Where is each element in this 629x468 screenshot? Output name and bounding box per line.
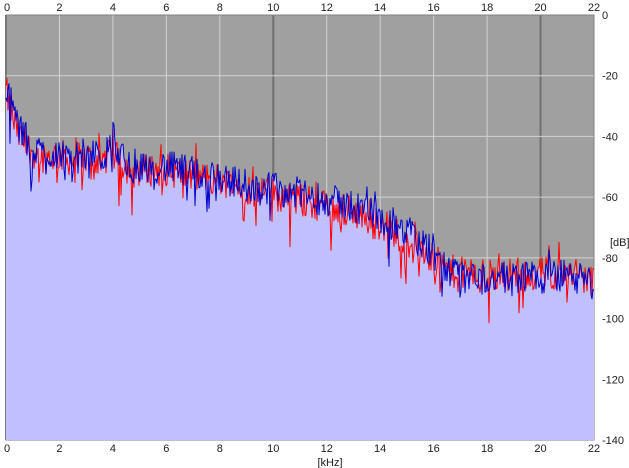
x-tick-label-bottom: 4 (110, 443, 116, 455)
x-tick-label-bottom: 14 (374, 443, 386, 455)
x-tick-label-top: 18 (481, 2, 493, 14)
x-tick-label-top: 2 (56, 2, 62, 14)
x-tick-label-top: 14 (374, 2, 386, 14)
y-tick-label: -40 (602, 131, 618, 143)
x-tick-label-bottom: 12 (321, 443, 333, 455)
y-tick-label: -20 (602, 71, 618, 83)
y-tick-label: -120 (602, 374, 624, 386)
x-tick-label-bottom: 20 (534, 443, 546, 455)
x-tick-label-top: 4 (110, 2, 116, 14)
x-tick-label-top: 20 (534, 2, 546, 14)
x-tick-label-bottom: 2 (56, 443, 62, 455)
x-tick-label-top: 22 (588, 2, 600, 14)
x-tick-label-top: 16 (428, 2, 440, 14)
x-tick-label-bottom: 16 (428, 443, 440, 455)
x-tick-label-bottom: 6 (163, 443, 169, 455)
x-axis-title: [kHz] (317, 457, 342, 468)
series-lines (5, 77, 595, 324)
y-axis-title: [dB] (610, 237, 629, 249)
x-tick-label-top: 6 (163, 2, 169, 14)
y-tick-label: -60 (602, 192, 618, 204)
y-tick-labels: 0 -20 -40 -60 -80 -100 -120 -140 (602, 10, 624, 447)
y-tick-label: 0 (602, 10, 608, 22)
x-tick-label-bottom: 18 (481, 443, 493, 455)
x-tick-label-top: 0 (4, 2, 10, 14)
x-tick-label-top: 12 (321, 2, 333, 14)
x-tick-label-bottom: 8 (217, 443, 223, 455)
x-tick-label-bottom: 22 (588, 443, 600, 455)
x-tick-label-top: 8 (217, 2, 223, 14)
x-tick-label-bottom: 10 (267, 443, 279, 455)
x-tick-label-bottom: 0 (4, 443, 10, 455)
y-tick-label: -80 (602, 253, 618, 265)
y-tick-label: -140 (602, 435, 624, 447)
x-tick-label-top: 10 (267, 2, 279, 14)
y-tick-label: -100 (602, 314, 624, 326)
series-line-1 (5, 77, 595, 324)
series-line-2 (5, 83, 595, 300)
